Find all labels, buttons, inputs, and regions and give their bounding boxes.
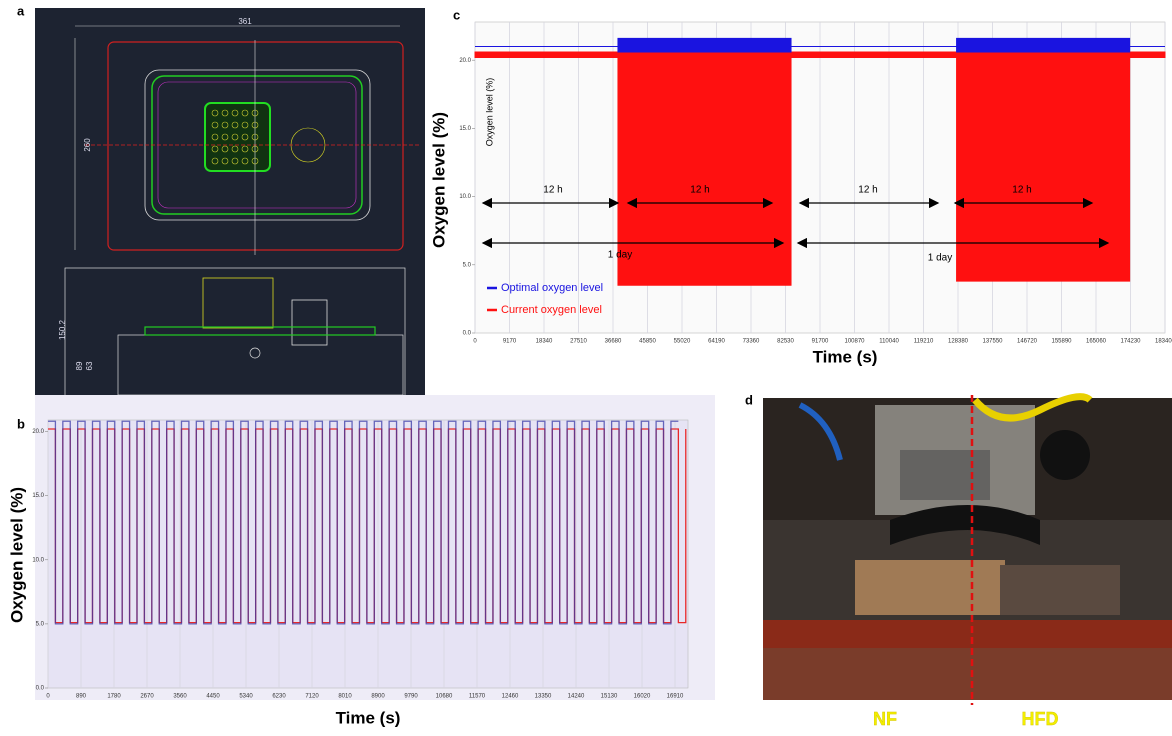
x-tick-label: 15130 xyxy=(601,694,618,700)
cad-background xyxy=(35,8,425,410)
x-tick-label: 16910 xyxy=(667,694,684,700)
annotation: 12 h xyxy=(690,185,709,196)
x-tick-label: 4450 xyxy=(206,694,220,700)
x-tick-label: 36680 xyxy=(605,339,622,345)
panel-label: b xyxy=(17,416,25,431)
x-tick-label: 9170 xyxy=(503,339,517,345)
group-label: HFD xyxy=(1022,709,1059,729)
legend-label: Optimal oxygen level xyxy=(501,282,603,294)
panel-label: c xyxy=(453,7,460,22)
x-tick-label: 82530 xyxy=(777,339,794,345)
x-tick-label: 110040 xyxy=(879,339,899,345)
x-tick-label: 73360 xyxy=(743,339,760,345)
annotation: 12 h xyxy=(543,185,562,196)
panel-label: d xyxy=(745,392,753,407)
dimension-label: 260 xyxy=(83,138,92,152)
x-tick-label: 119210 xyxy=(914,339,934,345)
y-axis-title: Oxygen level (%) xyxy=(7,487,26,623)
x-axis-title: Time (s) xyxy=(336,708,401,727)
x-tick-label: 13350 xyxy=(535,694,552,700)
dimension-label: 89 xyxy=(75,361,84,370)
x-tick-label: 14240 xyxy=(568,694,585,700)
x-tick-label: 1780 xyxy=(107,694,121,700)
inner-label: Oxygen level (%) xyxy=(484,78,494,147)
x-tick-label: 9790 xyxy=(404,694,418,700)
y-tick-label: 15.0 xyxy=(32,493,44,499)
x-tick-label: 890 xyxy=(76,694,87,700)
x-tick-label: 10680 xyxy=(436,694,453,700)
group-label: NF xyxy=(873,709,897,729)
x-tick-label: 18340 xyxy=(536,339,553,345)
y-tick-label: 5.0 xyxy=(36,621,45,627)
dimension-label: 361 xyxy=(238,17,252,26)
x-tick-label: 8900 xyxy=(371,694,385,700)
photo-panel xyxy=(763,393,1172,705)
annotation: 12 h xyxy=(1012,185,1031,196)
y-tick-label: 0.0 xyxy=(36,686,45,692)
data-band xyxy=(474,51,1166,286)
x-tick-label: 0 xyxy=(46,694,50,700)
x-tick-label: 45850 xyxy=(639,339,656,345)
y-tick-label: 15.0 xyxy=(459,126,471,132)
x-axis-title: Time (s) xyxy=(813,347,878,366)
x-tick-label: 0 xyxy=(473,339,477,345)
x-tick-label: 8010 xyxy=(338,694,352,700)
y-tick-label: 5.0 xyxy=(463,262,472,268)
y-axis-title: Oxygen level (%) xyxy=(429,112,448,248)
y-tick-label: 20.0 xyxy=(32,429,44,435)
dimension-label: 63 xyxy=(85,361,94,370)
x-tick-label: 146720 xyxy=(1017,339,1038,345)
y-tick-label: 10.0 xyxy=(459,194,471,200)
x-tick-label: 128380 xyxy=(948,339,969,345)
x-tick-label: 91700 xyxy=(812,339,829,345)
x-tick-label: 12460 xyxy=(502,694,519,700)
y-tick-label: 0.0 xyxy=(463,331,472,337)
dimension-label: 150.2 xyxy=(58,319,67,340)
legend-label: Current oxygen level xyxy=(501,304,602,316)
x-tick-label: 6230 xyxy=(272,694,286,700)
annotation: 1 day xyxy=(928,253,952,264)
x-tick-label: 16020 xyxy=(634,694,651,700)
data-line xyxy=(48,420,679,625)
x-tick-label: 64190 xyxy=(708,339,725,345)
data-band xyxy=(475,37,1165,53)
x-tick-label: 155890 xyxy=(1051,339,1072,345)
x-tick-label: 3560 xyxy=(173,694,187,700)
x-tick-label: 5340 xyxy=(239,694,253,700)
y-tick-label: 10.0 xyxy=(32,557,44,563)
x-tick-label: 137550 xyxy=(982,339,1003,345)
x-tick-label: 55020 xyxy=(674,339,691,345)
x-tick-label: 7120 xyxy=(305,694,319,700)
x-tick-label: 11570 xyxy=(469,694,486,700)
x-tick-label: 2670 xyxy=(140,694,154,700)
x-tick-label: 165060 xyxy=(1086,339,1107,345)
y-tick-label: 20.0 xyxy=(459,58,471,64)
annotation: 1 day xyxy=(608,250,632,261)
x-tick-label: 100870 xyxy=(844,339,865,345)
annotation: 12 h xyxy=(858,185,877,196)
cad-panel: 361 260 150.2 89 63 xyxy=(35,8,425,410)
x-tick-label: 27510 xyxy=(570,339,587,345)
x-tick-label: 174230 xyxy=(1120,339,1141,345)
panel-label: a xyxy=(17,3,25,18)
